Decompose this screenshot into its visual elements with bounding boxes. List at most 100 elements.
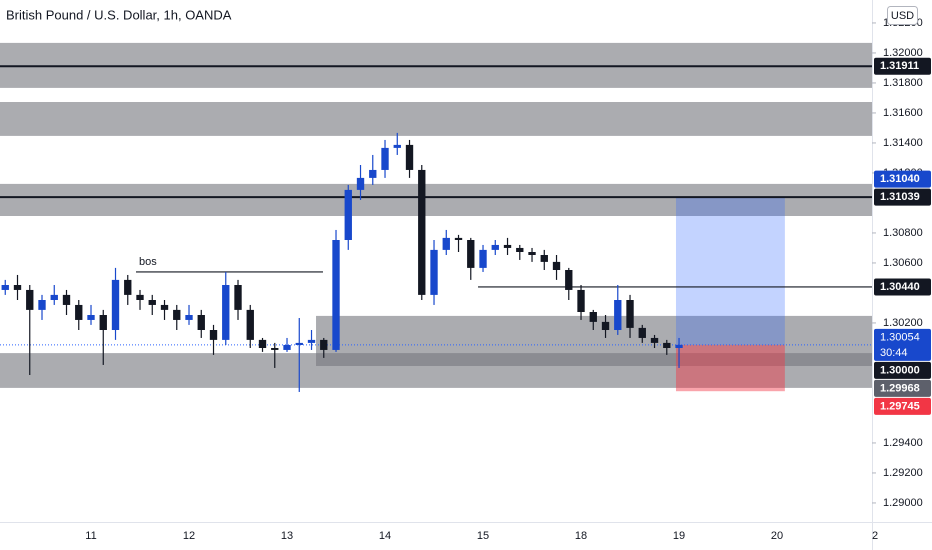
price-tag-label: 1.30440 bbox=[880, 281, 920, 293]
x-tick-label: 15 bbox=[477, 530, 489, 542]
stop-area bbox=[675, 344, 785, 392]
candle-body bbox=[405, 144, 414, 170]
candle-body bbox=[356, 177, 365, 190]
price-axis: 111213141518192021.322001.320001.318001.… bbox=[85, 17, 931, 542]
price-tag-label: 1.30000 bbox=[880, 364, 920, 376]
candle-body bbox=[62, 294, 71, 305]
price-tag-label: 1.30054 bbox=[880, 331, 920, 343]
candle-body bbox=[258, 339, 267, 348]
price-tag bbox=[874, 361, 931, 379]
candle-body bbox=[197, 315, 205, 330]
candle-body bbox=[430, 249, 438, 295]
zone bbox=[316, 315, 872, 366]
candle-body bbox=[209, 330, 218, 340]
candle-body bbox=[222, 285, 230, 340]
candle-body bbox=[418, 169, 426, 295]
price-tag-label: 1.29968 bbox=[880, 382, 920, 394]
price-tag bbox=[874, 188, 931, 206]
candle-body bbox=[1, 285, 9, 290]
candle-body bbox=[663, 342, 671, 348]
candle-body bbox=[185, 315, 193, 320]
plot-area: bos bbox=[0, 42, 872, 392]
candle-body bbox=[87, 315, 95, 320]
candle-body bbox=[491, 244, 499, 250]
y-tick-label: 1.30600 bbox=[883, 257, 923, 269]
candle-body bbox=[332, 240, 340, 350]
x-tick-label: 14 bbox=[379, 530, 391, 542]
price-tag bbox=[874, 170, 931, 188]
candle-body bbox=[540, 255, 548, 262]
candle-body bbox=[614, 300, 622, 330]
candle-body bbox=[136, 294, 144, 300]
x-tick-label: 12 bbox=[183, 530, 195, 542]
candle-body bbox=[38, 300, 46, 310]
candle-body bbox=[601, 321, 610, 330]
candle-body bbox=[75, 304, 83, 320]
x-tick-label: 11 bbox=[85, 530, 96, 542]
candle-body bbox=[26, 289, 34, 310]
y-tick-label: 1.31600 bbox=[883, 107, 923, 119]
candle-body bbox=[173, 309, 181, 320]
candle-body bbox=[442, 237, 450, 250]
candle-body bbox=[503, 244, 512, 248]
candle-body bbox=[381, 147, 389, 170]
currency-label: USD bbox=[891, 10, 914, 22]
candle-body bbox=[320, 339, 328, 350]
candle-body bbox=[369, 169, 377, 178]
price-tag bbox=[874, 278, 931, 296]
candle-body bbox=[246, 309, 254, 340]
candle-body bbox=[467, 240, 475, 268]
candle-body bbox=[675, 344, 683, 348]
countdown: 30:44 bbox=[880, 347, 908, 359]
candle-body bbox=[344, 189, 352, 240]
price-tag-label: 1.29745 bbox=[880, 400, 920, 412]
x-tick-label: 13 bbox=[281, 530, 293, 542]
candle-body bbox=[13, 285, 22, 290]
price-tag-label: 1.31911 bbox=[880, 60, 919, 72]
candle-body bbox=[393, 144, 401, 148]
zone bbox=[0, 183, 872, 216]
candle-body bbox=[160, 304, 169, 310]
price-tag-label: 1.31039 bbox=[880, 191, 920, 203]
currency-box[interactable] bbox=[887, 6, 918, 25]
candle-body bbox=[479, 249, 487, 268]
y-tick-label: 1.32000 bbox=[883, 47, 923, 59]
candle-body bbox=[528, 252, 536, 255]
candle-body bbox=[307, 339, 316, 343]
y-tick-label: 1.29200 bbox=[883, 467, 923, 479]
candle-body bbox=[638, 327, 646, 338]
candle-body bbox=[283, 345, 291, 350]
zone bbox=[0, 102, 872, 136]
price-tag bbox=[874, 379, 931, 397]
candle-body bbox=[454, 237, 463, 240]
candle-body bbox=[234, 285, 242, 310]
candle-body bbox=[516, 247, 524, 252]
candle-body bbox=[577, 289, 585, 312]
candle-body bbox=[589, 312, 597, 322]
x-tick-label: 18 bbox=[575, 530, 587, 542]
candle-body bbox=[295, 342, 303, 345]
candle-body bbox=[552, 261, 561, 270]
price-tag-label: 1.31040 bbox=[880, 173, 920, 185]
y-tick-label: 1.30200 bbox=[883, 317, 923, 329]
candle-body bbox=[271, 348, 279, 350]
y-tick-label: 1.29400 bbox=[883, 437, 923, 449]
y-tick-label: 1.31400 bbox=[883, 137, 923, 149]
candle-body bbox=[148, 300, 156, 305]
candle-body bbox=[650, 337, 659, 343]
candle-body bbox=[99, 315, 107, 330]
candle-body bbox=[50, 294, 58, 300]
x-tick-label: 20 bbox=[771, 530, 783, 542]
x-tick-label: 19 bbox=[673, 530, 685, 542]
y-tick-label: 1.31800 bbox=[883, 77, 923, 89]
level-label: bos bbox=[139, 256, 157, 268]
x-tick-label: 2 bbox=[872, 530, 878, 542]
candle-body bbox=[626, 300, 634, 328]
y-tick-label: 1.30800 bbox=[883, 227, 923, 239]
chart-title: British Pound / U.S. Dollar, 1h, OANDA bbox=[6, 7, 232, 22]
price-tag bbox=[874, 328, 931, 361]
target-area bbox=[675, 196, 785, 345]
